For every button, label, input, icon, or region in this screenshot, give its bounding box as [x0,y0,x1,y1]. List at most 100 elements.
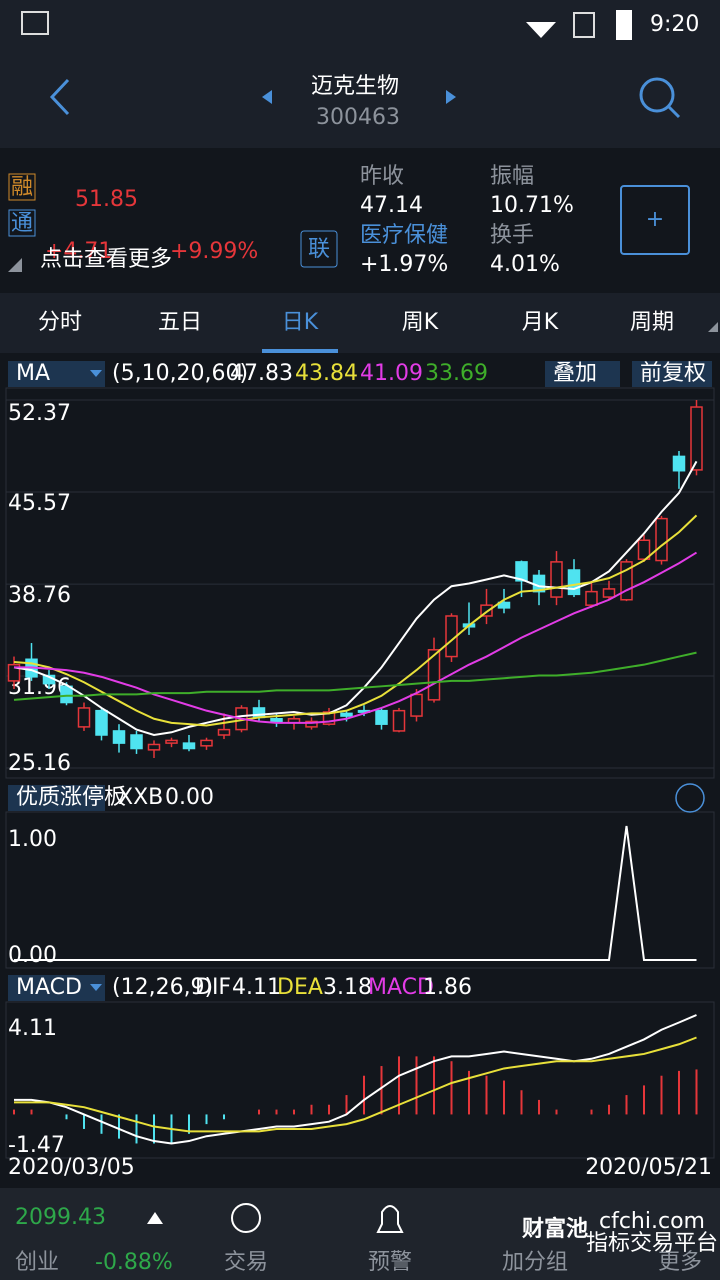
change-pct: +9.99% [170,239,258,264]
dropdown [90,370,102,377]
macd-bar [135,1114,138,1144]
candle-body [637,539,651,560]
adjust-button-box[interactable] [632,361,712,387]
link-box[interactable] [300,230,338,268]
macd-bar [415,1056,418,1115]
candle-body [585,590,598,606]
next-stock[interactable] [446,90,456,104]
logo-slogan: 指标交易平台 [586,1231,718,1256]
macd-bar [503,1080,505,1115]
macd-bar [223,1114,225,1120]
indicator-name: MACD [16,975,82,1000]
y-tick-label: 0.00 [8,943,57,968]
back-button[interactable] [49,78,70,116]
macd-bar [30,1109,33,1115]
trade-icon[interactable] [231,1203,261,1233]
expand-button[interactable] [675,783,705,813]
macd-bar [468,1070,470,1115]
tab[interactable]: 周期 [630,310,674,335]
candle-body [182,742,196,750]
y-tick-label: 4.11 [8,1016,57,1041]
stat-value: +1.97% [360,252,448,277]
indicator-name-box[interactable] [8,785,105,811]
macd-bar [275,1109,278,1115]
stat-label[interactable]: 医疗保健 [360,223,448,248]
macd-bar [695,1069,698,1115]
tab[interactable]: 周K [402,310,439,335]
nav-item[interactable]: 预警 [368,1250,412,1275]
add-button[interactable]: + [646,207,664,232]
macd-bar [398,1056,400,1115]
logo-site: cfchi.com [599,1209,705,1234]
up-arrow [147,1212,163,1224]
nav-item[interactable]: 交易 [224,1250,268,1275]
macd-bar [625,1095,628,1115]
macd-bar [205,1114,208,1125]
candle-body [620,561,633,601]
macd-bar [678,1070,680,1115]
indicator-name-box[interactable] [8,361,105,387]
overlay-hint[interactable]: 点击查看更多 [40,247,172,272]
alert-icon[interactable] [376,1205,404,1233]
macd-bar [433,1056,435,1115]
logo-name: 财富池 [522,1216,588,1242]
panel-border [5,811,715,969]
ma-value: 43.84 [295,361,358,386]
image-icon [21,11,49,35]
macd-bar [118,1114,120,1139]
macd-bar [83,1114,85,1129]
candle-body [147,743,161,751]
add-button-box[interactable] [620,185,690,255]
nav-item[interactable]: 加分组 [502,1250,568,1275]
macd-bar [520,1090,523,1115]
indicator-label: XXB [118,785,163,810]
tab[interactable]: 月K [522,310,559,335]
y-tick-label: 25.16 [8,751,71,776]
legend-value: 3.18 [323,975,372,1000]
params: (5,10,20,60) [112,361,248,386]
candle-body [60,685,73,704]
tab[interactable]: 五日 [158,310,202,335]
stock-code: 300463 [316,105,400,130]
indicator-line [14,1036,697,1133]
candle-body [7,663,21,682]
panel-border [5,387,715,779]
ma-value: 41.09 [360,361,423,386]
x-label: 2020/05/21 [585,1155,712,1180]
prev-stock[interactable] [262,90,272,104]
macd-bar [328,1104,330,1115]
corner-icon [8,258,22,272]
macd-bar [293,1109,295,1115]
candle-body [690,406,703,471]
macd-bar [100,1114,103,1134]
indicator-line [13,460,698,737]
candle-body [392,709,406,732]
candle-body [200,739,213,747]
index-value: 2099.43 [15,1205,106,1230]
indicator-name-box[interactable] [8,975,105,1001]
overlay-button-box[interactable] [545,361,620,387]
x-label: 2020/03/05 [8,1155,135,1180]
params: (12,26,9) [112,975,213,1000]
stat-value: 47.14 [360,193,423,218]
adjust-button: 前复权 [640,361,706,386]
candle-body [130,734,143,750]
macd-bar [310,1104,313,1115]
y-tick-label: 52.37 [8,401,71,426]
macd-bar [608,1104,610,1115]
tab[interactable]: 日K [282,310,319,335]
stat-value: 10.71% [490,193,574,218]
indicator-value: 0.00 [165,785,214,810]
legend-value: 4.11 [232,975,281,1000]
stat-label: 换手 [490,223,534,248]
candle-body [515,561,528,582]
tab[interactable]: 分时 [38,310,82,335]
macd-bar [13,1109,15,1115]
stat-value: 4.01% [490,252,560,277]
candle-body [112,730,126,744]
legend-name: MACD [368,975,434,1000]
search-button[interactable] [639,77,675,113]
nav-item[interactable]: 更多 [658,1250,702,1275]
indicator-line [14,825,697,961]
candle-body [375,709,388,725]
